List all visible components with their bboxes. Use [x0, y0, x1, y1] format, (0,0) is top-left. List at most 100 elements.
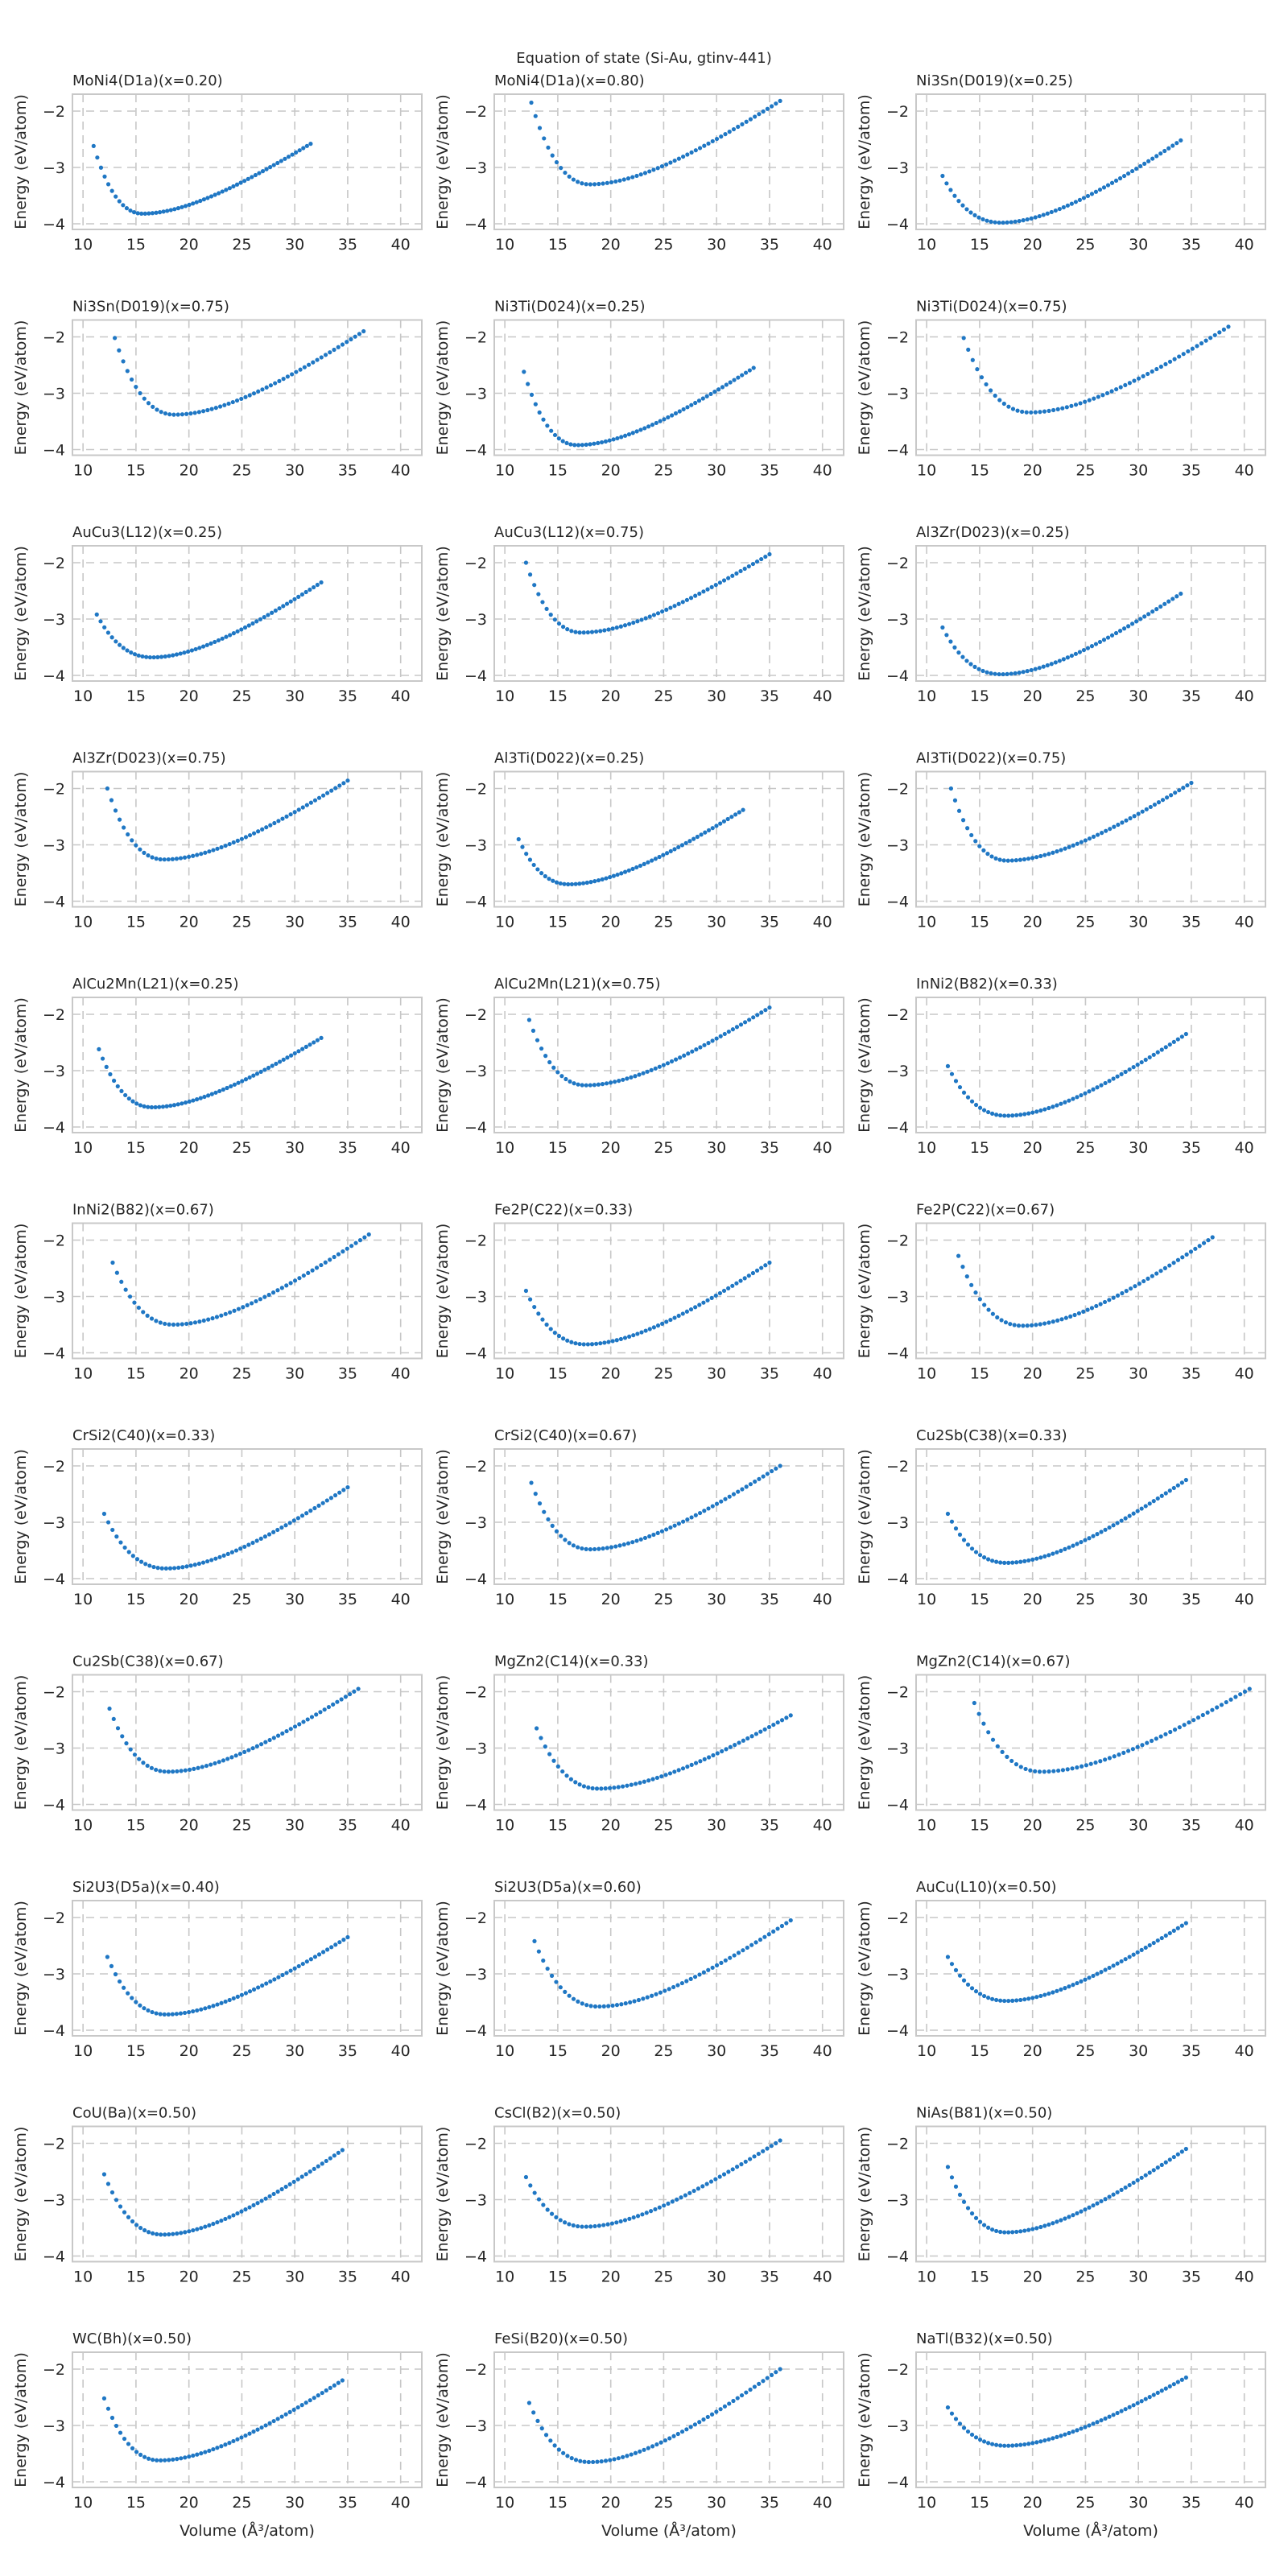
- data-point: [260, 827, 265, 832]
- x-tick-label: 25: [1075, 1817, 1095, 1835]
- data-point: [123, 1287, 128, 1292]
- eos-panel: Ni3Sn(D019)(x=0.75)10 15 20 25 30 35 40−4−3−2E…: [12, 299, 423, 480]
- data-point: [1131, 2180, 1136, 2186]
- data-point: [1059, 1317, 1064, 1322]
- eos-panel: CsCl(B2)(x=0.50)10 15 20 25 30 35 40−4−3−2Ener…: [434, 2105, 844, 2286]
- data-point: [615, 436, 620, 441]
- data-point: [576, 180, 580, 184]
- data-point: [1037, 666, 1042, 671]
- y-tick-label: −3: [43, 1514, 65, 1532]
- data-point: [565, 2454, 570, 2458]
- x-tick-label: 40: [391, 1817, 411, 1835]
- x-tick-label: 30: [707, 1139, 726, 1157]
- y-tick-label: −4: [43, 1345, 65, 1363]
- data-point: [1221, 327, 1226, 332]
- data-point: [208, 641, 213, 646]
- data-point: [341, 781, 346, 786]
- data-point: [270, 610, 275, 615]
- data-point: [233, 1753, 238, 1758]
- data-point: [146, 401, 151, 406]
- data-point: [356, 1686, 361, 1691]
- data-point: [280, 1731, 285, 1736]
- data-point: [180, 412, 185, 417]
- x-tick-label: 40: [391, 2494, 411, 2512]
- data-point: [990, 1311, 995, 1316]
- y-tick-label: −3: [464, 2192, 487, 2210]
- data-point: [324, 2158, 328, 2164]
- data-point: [549, 1973, 555, 1978]
- data-point: [547, 877, 551, 881]
- data-point: [239, 1992, 244, 1997]
- data-point: [151, 2457, 155, 2462]
- data-point: [976, 667, 981, 671]
- data-point: [336, 345, 341, 349]
- data-point: [1143, 2396, 1148, 2401]
- x-tick-label: 15: [126, 1365, 146, 1383]
- data-point: [251, 1073, 256, 1078]
- data-point: [215, 2219, 220, 2225]
- x-tick-label: 30: [1129, 687, 1148, 705]
- data-point: [649, 2209, 654, 2214]
- data-point: [1063, 1100, 1067, 1104]
- data-point: [565, 1338, 570, 1343]
- data-point: [541, 417, 546, 422]
- data-point: [961, 1978, 967, 1983]
- data-point: [1083, 1538, 1088, 1542]
- data-point: [1116, 822, 1121, 828]
- data-point: [199, 2226, 204, 2231]
- data-point: [1065, 203, 1070, 208]
- panel-title: CrSi2(C40)(x=0.67): [494, 1427, 637, 1444]
- data-point: [659, 1529, 665, 1534]
- data-point: [192, 411, 197, 415]
- panel-title: InNi2(B82)(x=0.33): [916, 976, 1058, 993]
- data-point: [1242, 1689, 1248, 1694]
- data-point: [319, 580, 324, 585]
- data-point: [524, 852, 529, 857]
- data-point: [1026, 1558, 1031, 1563]
- y-tick-label: −4: [43, 2248, 65, 2266]
- data-point: [601, 2004, 606, 2008]
- data-point: [166, 1769, 171, 1774]
- data-point: [1117, 1752, 1121, 1757]
- data-point: [953, 1079, 959, 1084]
- data-point: [294, 150, 299, 155]
- data-point: [1022, 1997, 1027, 2002]
- x-tick-label: 15: [548, 2494, 568, 2512]
- data-point: [340, 342, 345, 347]
- eos-panel: NiAs(B81)(x=0.50)10 15 20 25 30 35 40−4−3−2Ene…: [856, 2105, 1266, 2286]
- data-point: [762, 1727, 767, 1732]
- data-point: [1034, 1556, 1039, 1561]
- data-point: [241, 1305, 246, 1310]
- data-point: [1203, 338, 1208, 343]
- data-point: [750, 561, 756, 567]
- data-point: [1125, 624, 1131, 629]
- data-point: [1053, 208, 1058, 213]
- data-point: [1079, 2426, 1084, 2431]
- data-point: [1099, 1969, 1104, 1975]
- data-point: [316, 1952, 322, 1957]
- data-point: [223, 1311, 228, 1316]
- data-point: [1131, 2403, 1136, 2408]
- data-point: [563, 1538, 568, 1542]
- data-point: [1067, 1098, 1071, 1103]
- data-point: [732, 1953, 737, 1958]
- data-point: [328, 1496, 334, 1501]
- data-point: [340, 2148, 345, 2153]
- plot-frame: [493, 770, 844, 908]
- data-point: [961, 1090, 967, 1095]
- data-point: [617, 1079, 621, 1084]
- data-point: [1182, 1723, 1187, 1728]
- data-point: [1104, 828, 1108, 833]
- data-point: [1067, 1984, 1071, 1989]
- data-point: [632, 1999, 637, 2004]
- data-point: [219, 2000, 224, 2005]
- data-point: [948, 188, 953, 192]
- data-point: [613, 1544, 618, 1549]
- data-series: [105, 1934, 350, 2017]
- data-point: [180, 204, 184, 209]
- data-point: [528, 2183, 533, 2188]
- data-point: [576, 2223, 580, 2229]
- x-tick-label: 10: [73, 1817, 93, 1835]
- data-point: [145, 1763, 150, 1769]
- data-point: [1143, 1504, 1148, 1509]
